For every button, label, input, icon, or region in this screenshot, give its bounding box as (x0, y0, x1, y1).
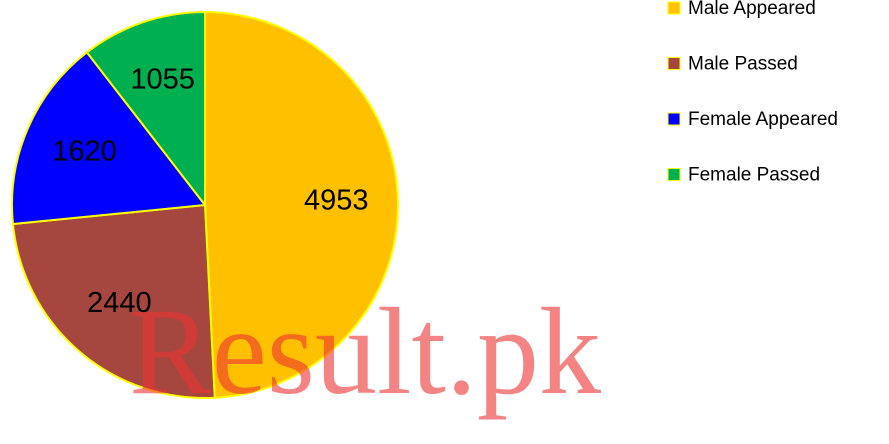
legend-swatch (667, 168, 681, 181)
legend-swatch (667, 112, 681, 126)
legend-label: Female Passed (688, 165, 820, 186)
watermark: Result.pk (129, 283, 601, 420)
pie-slice (11, 50, 207, 226)
slice-label: 1620 (52, 136, 117, 168)
pie-slice (11, 203, 216, 399)
legend-label: Male Appeared (688, 0, 816, 19)
slice-labels: 4953 2440 1620 1055 (52, 63, 368, 319)
legend: Male Appeared Male Passed Female Appeared F… (667, 0, 838, 186)
slice-label: 1055 (130, 63, 195, 95)
legend-label: Female Appeared (688, 109, 838, 130)
pie (11, 10, 399, 399)
pie-slice (204, 10, 399, 399)
pie-slice (85, 10, 206, 208)
slice-label: 2440 (87, 287, 152, 319)
legend-swatch (667, 1, 681, 15)
legend-swatch (667, 57, 681, 70)
slice-label: 4953 (304, 184, 369, 216)
legend-label: Male Passed (688, 54, 798, 75)
